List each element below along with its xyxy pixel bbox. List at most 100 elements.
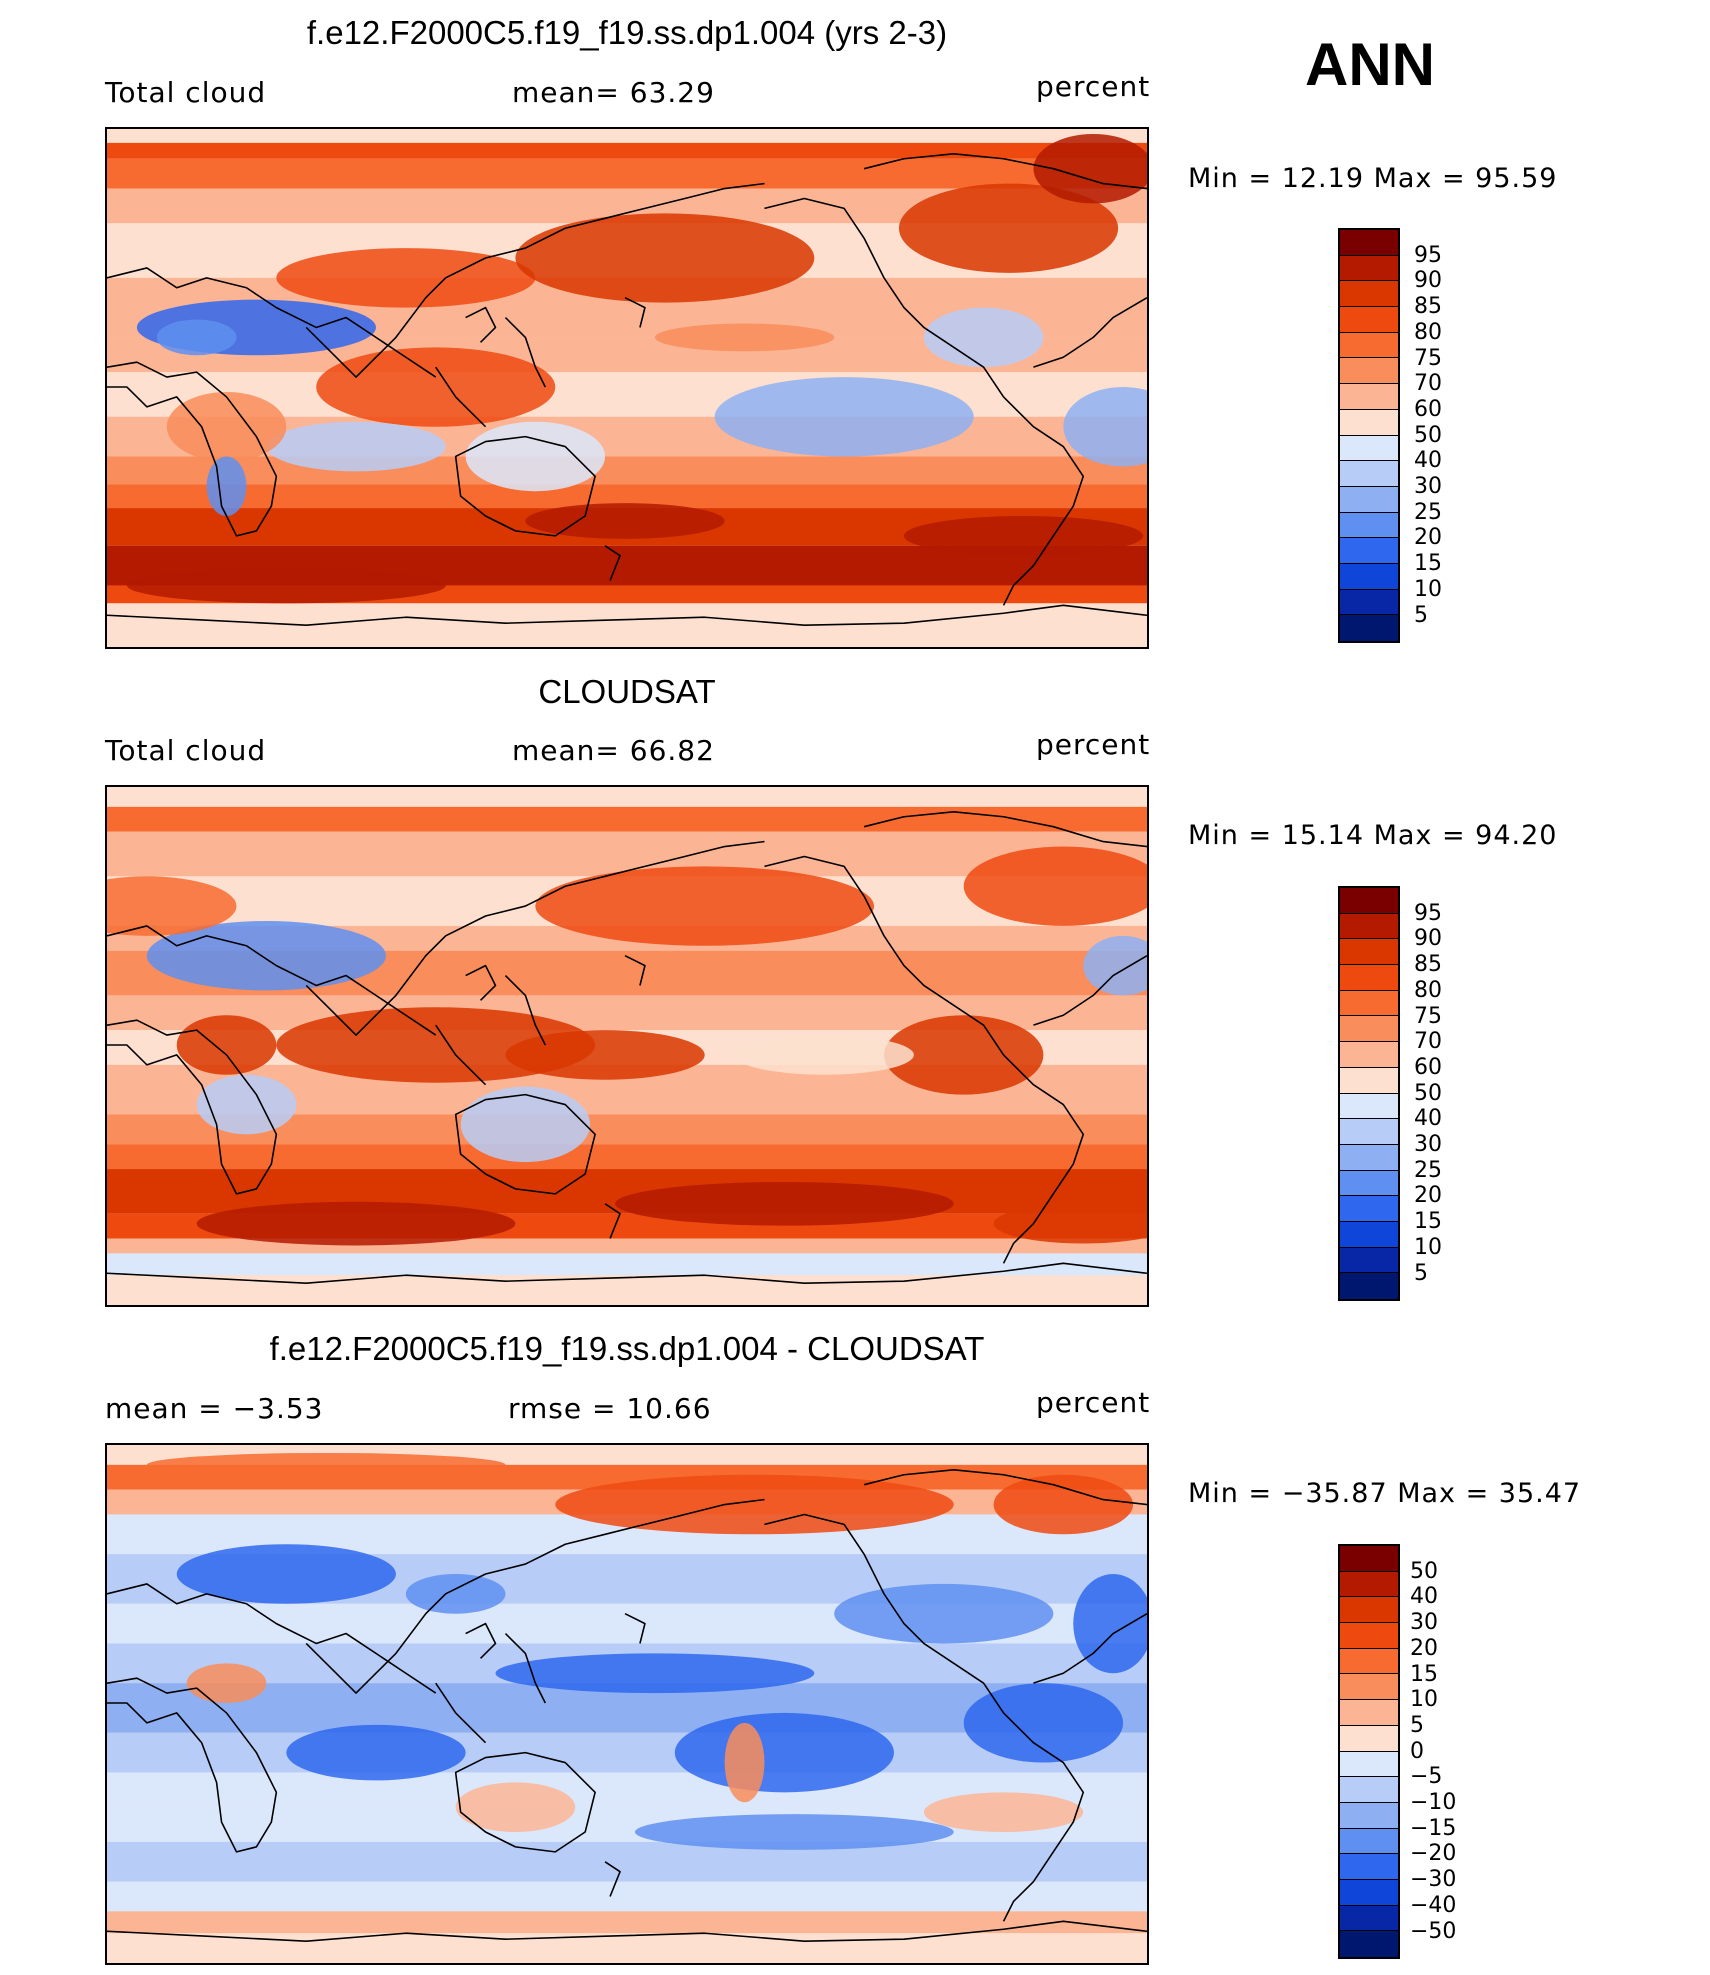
- colorbar-tick-label: 0: [1410, 1738, 1424, 1764]
- colorbar-swatch: [1340, 1777, 1398, 1803]
- colorbar-swatch: [1340, 281, 1398, 308]
- colorbar-swatch: [1340, 358, 1398, 385]
- colorbar-tick-label: 85: [1414, 294, 1442, 320]
- panel-mean-obs: mean= 66.82: [512, 734, 715, 767]
- colorbar-tick-label: 30: [1410, 1610, 1438, 1636]
- colorbar-swatch: [1340, 1196, 1398, 1222]
- colorbar-swatch: [1340, 486, 1398, 513]
- colorbar-swatch: [1340, 1623, 1398, 1649]
- season-label: ANN: [1305, 31, 1435, 98]
- colorbar-tick-label: 5: [1414, 1260, 1428, 1286]
- map-obs-svg: [107, 787, 1147, 1305]
- colorbar-swatch: [1340, 1273, 1398, 1299]
- colorbar-tick-label: −15: [1410, 1815, 1457, 1841]
- colorbar-tick-label: 60: [1414, 1054, 1442, 1080]
- colorbar-swatch: [1340, 888, 1398, 914]
- colorbar-swatch: [1340, 1144, 1398, 1171]
- colorbar-swatch: [1340, 538, 1398, 564]
- panel-title-model: f.e12.F2000C5.f19_f19.ss.dp1.004 (yrs 2-…: [306, 14, 948, 51]
- colorbar-swatch: [1340, 615, 1398, 641]
- colorbar-tick-label: 60: [1414, 396, 1442, 422]
- colorbar-tick-label: 85: [1414, 952, 1442, 978]
- map-diff-svg: [107, 1445, 1147, 1963]
- colorbar-swatch: [1340, 589, 1398, 616]
- map-model: [105, 127, 1149, 649]
- colorbar-diff: [1338, 1544, 1400, 1959]
- colorbar-tick-label: −20: [1410, 1841, 1457, 1867]
- colorbar-model: [1338, 228, 1400, 643]
- panel-mean-model: mean= 63.29: [512, 76, 715, 109]
- colorbar-swatch: [1340, 1674, 1398, 1701]
- panel-title-diff: f.e12.F2000C5.f19_f19.ss.dp1.004 - CLOUD…: [269, 1330, 985, 1367]
- panel-left-label-model: Total cloud: [105, 76, 267, 109]
- colorbar-swatch: [1340, 1042, 1398, 1068]
- colorbar-swatch: [1340, 1119, 1398, 1145]
- colorbar-swatch: [1340, 255, 1398, 282]
- colorbar-tick-label: 20: [1414, 1183, 1442, 1209]
- colorbar-swatch: [1340, 1067, 1398, 1094]
- colorbar-swatch: [1340, 1648, 1398, 1675]
- minmax-obs: Min = 15.14 Max = 94.20: [1188, 820, 1558, 851]
- panel-title-obs: CLOUDSAT: [538, 673, 716, 710]
- colorbar-tick-label: 15: [1414, 1209, 1442, 1235]
- colorbar-tick-label: 95: [1414, 242, 1442, 268]
- colorbar-swatch: [1340, 1597, 1398, 1624]
- colorbar-swatch: [1340, 1221, 1398, 1248]
- colorbar-swatch: [1340, 1093, 1398, 1120]
- colorbar-swatch: [1340, 1905, 1398, 1932]
- colorbar-swatch: [1340, 409, 1398, 436]
- panel-units-obs: percent: [1036, 728, 1151, 761]
- colorbar-tick-label: 90: [1414, 926, 1442, 952]
- map-model-svg: [107, 129, 1147, 647]
- colorbar-swatch: [1340, 512, 1398, 539]
- colorbar-swatch: [1340, 1931, 1398, 1957]
- colorbar-tick-label: 15: [1414, 551, 1442, 577]
- colorbar-tick-label: 70: [1414, 1029, 1442, 1055]
- colorbar-tick-label: 70: [1414, 371, 1442, 397]
- panel-left-label-obs: Total cloud: [105, 734, 267, 767]
- colorbar-tick-label: 50: [1414, 1080, 1442, 1106]
- colorbar-swatch: [1340, 435, 1398, 462]
- colorbar-swatch: [1340, 1247, 1398, 1274]
- colorbar-swatch: [1340, 563, 1398, 590]
- colorbar-tick-label: 20: [1410, 1635, 1438, 1661]
- colorbar-swatch: [1340, 384, 1398, 410]
- map-diff: [105, 1443, 1149, 1965]
- colorbar-tick-label: 80: [1414, 977, 1442, 1003]
- colorbar-tick-label: 30: [1414, 1132, 1442, 1157]
- panel-units-model: percent: [1036, 70, 1151, 103]
- colorbar-swatch: [1340, 939, 1398, 966]
- colorbar-tick-label: −50: [1410, 1918, 1457, 1944]
- colorbar-tick-label: 10: [1410, 1687, 1438, 1713]
- colorbar-swatch: [1340, 1802, 1398, 1829]
- colorbar-tick-label: 25: [1414, 499, 1442, 525]
- colorbar-tick-label: 25: [1414, 1157, 1442, 1183]
- colorbar-tick-label: 10: [1414, 576, 1442, 602]
- colorbar-swatch: [1340, 913, 1398, 940]
- colorbar-swatch: [1340, 1751, 1398, 1778]
- colorbar-tick-label: 5: [1410, 1712, 1424, 1738]
- colorbar-tick-label: 20: [1414, 525, 1442, 551]
- colorbar-swatch: [1340, 1725, 1398, 1752]
- colorbar-tick-label: 90: [1414, 268, 1442, 294]
- minmax-model: Min = 12.19 Max = 95.59: [1188, 163, 1558, 194]
- colorbar-tick-label: 40: [1414, 448, 1442, 474]
- panel-units-diff: percent: [1036, 1386, 1151, 1419]
- colorbar-tick-label: 75: [1414, 345, 1442, 371]
- colorbar-tick-label: 75: [1414, 1003, 1442, 1029]
- colorbar-swatch: [1340, 461, 1398, 487]
- colorbar-tick-label: 40: [1414, 1106, 1442, 1132]
- colorbar-swatch: [1340, 1571, 1398, 1598]
- colorbar-swatch: [1340, 990, 1398, 1017]
- panel-rmse-diff: rmse = 10.66: [508, 1392, 712, 1425]
- colorbar-swatch: [1340, 1546, 1398, 1572]
- colorbar-tick-label: 80: [1414, 319, 1442, 345]
- colorbar-swatch: [1340, 965, 1398, 991]
- colorbar-tick-label: −5: [1410, 1764, 1443, 1790]
- colorbar-swatch: [1340, 307, 1398, 333]
- colorbar-tick-label: 30: [1414, 474, 1442, 499]
- colorbar-tick-label: 95: [1414, 900, 1442, 926]
- colorbar-swatch: [1340, 1828, 1398, 1855]
- colorbar-swatch: [1340, 332, 1398, 359]
- colorbar-obs: [1338, 886, 1400, 1301]
